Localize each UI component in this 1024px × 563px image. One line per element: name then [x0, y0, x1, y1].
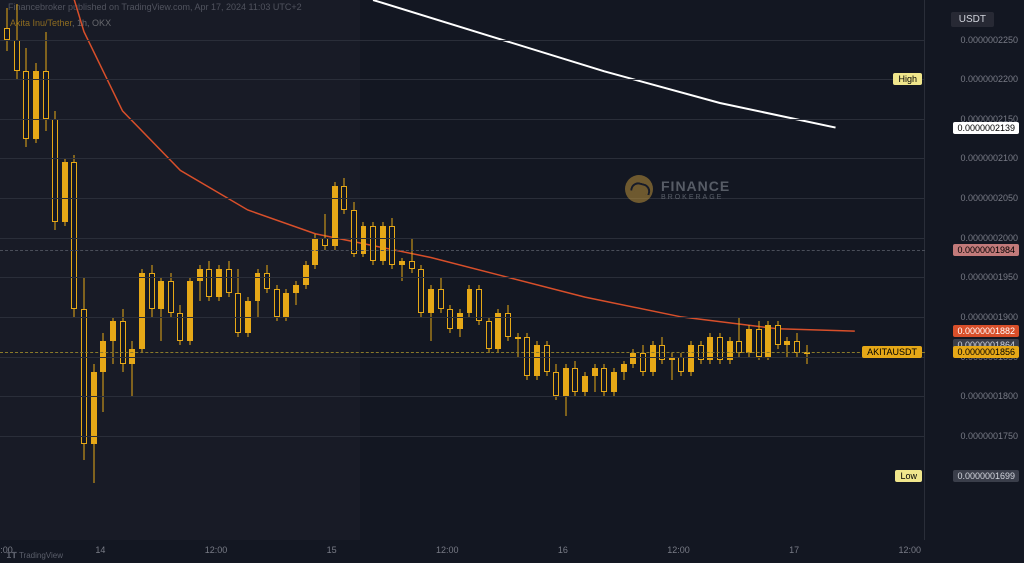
- y-tick-label: 0.0000001800: [960, 391, 1018, 401]
- y-tick-label: 0.0000002000: [960, 233, 1018, 243]
- y-tick-label: 0.0000001950: [960, 272, 1018, 282]
- price-tag: 0.0000001699: [953, 470, 1019, 482]
- y-axis[interactable]: 0.00000022500.00000022000.00000021500.00…: [925, 0, 1024, 540]
- y-tick-label: 0.0000002200: [960, 74, 1018, 84]
- y-tick-label: 0.0000001750: [960, 431, 1018, 441]
- watermark-logo-icon: [625, 175, 653, 203]
- x-tick-label: 15: [327, 545, 337, 555]
- x-tick-label: 17: [789, 545, 799, 555]
- x-tick-label: 12:00: [898, 545, 921, 555]
- high-tag: High: [893, 73, 922, 85]
- watermark: FINANCE BROKERAGE: [625, 175, 730, 203]
- chart-area[interactable]: FINANCE BROKERAGE: [0, 0, 925, 540]
- y-tick-label: 0.0000002050: [960, 193, 1018, 203]
- pair-tag: AKITAUSDT: [862, 346, 922, 358]
- x-tick-label: 12:00: [667, 545, 690, 555]
- watermark-sub: BROKERAGE: [661, 194, 730, 201]
- x-tick-label: 16: [558, 545, 568, 555]
- y-tick-label: 0.0000002250: [960, 35, 1018, 45]
- y-tick-label: 0.0000001900: [960, 312, 1018, 322]
- tradingview-logo: TradingView: [6, 551, 63, 561]
- price-tag: 0.0000001882: [953, 325, 1019, 337]
- y-tick-label: 0.0000002100: [960, 153, 1018, 163]
- x-tick-label: 14: [95, 545, 105, 555]
- x-tick-label: 12:00: [205, 545, 228, 555]
- watermark-main: FINANCE: [661, 178, 730, 194]
- x-tick-label: 12:00: [436, 545, 459, 555]
- price-tag: 0.0000002139: [953, 122, 1019, 134]
- low-tag: Low: [895, 470, 922, 482]
- x-axis[interactable]: 2:001412:001512:001612:001712:00: [0, 535, 925, 555]
- price-tag: 0.0000001984: [953, 244, 1019, 256]
- price-tag: 0.0000001856: [953, 346, 1019, 358]
